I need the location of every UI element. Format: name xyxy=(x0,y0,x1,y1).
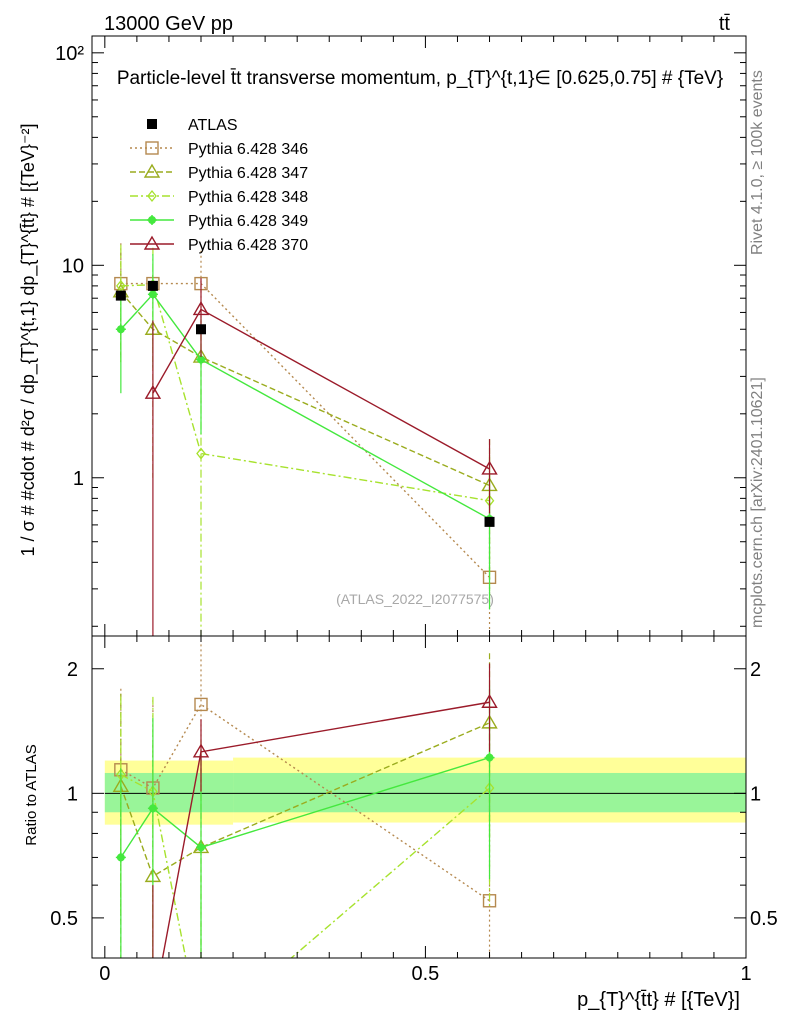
ratio-band-inner-0 xyxy=(104,772,234,813)
plot-title: Particle-level t̄t transverse momentum, … xyxy=(117,68,723,89)
process-label: tt̄ xyxy=(719,13,731,35)
point-main-4-1 xyxy=(144,384,162,399)
point-main-2-2 xyxy=(196,447,206,460)
legend-marker-3 xyxy=(147,215,157,225)
site-label: mcplots.cern.ch [arXiv:2401.10621] xyxy=(749,377,766,628)
main-ytick-label: 10² xyxy=(55,43,84,65)
point-main-3-0 xyxy=(115,324,126,335)
legend-entry-0: Pythia 6.428 346 xyxy=(130,141,308,158)
legend-entry-2: Pythia 6.428 348 xyxy=(130,189,308,206)
atlas-point-0 xyxy=(115,290,126,301)
series-2 xyxy=(116,244,495,958)
point-ratio-4-2 xyxy=(192,743,210,758)
series-line-ratio-1 xyxy=(120,722,490,878)
ratio-ytick-label: 1 xyxy=(67,783,78,805)
atlas-point-2 xyxy=(196,324,206,335)
series-line-ratio-3 xyxy=(120,756,490,858)
xtick-label: 0 xyxy=(99,963,110,985)
point-ratio-3-2 xyxy=(196,842,206,853)
xtick-label: 1 xyxy=(740,963,751,985)
legend-label-0: Pythia 6.428 346 xyxy=(188,141,308,158)
energy-label: 13000 GeV pp xyxy=(104,13,233,35)
ratio-ytick-label: 0.5 xyxy=(50,908,78,930)
point-ratio-0-2 xyxy=(194,697,208,712)
ratio-ylabel: Ratio to ATLAS xyxy=(23,744,40,845)
atlas-point-1 xyxy=(147,280,158,291)
point-main-3-1 xyxy=(147,289,158,300)
point-ratio-3-0 xyxy=(115,852,126,863)
series-line-main-1 xyxy=(120,291,490,487)
legend-marker-atlas xyxy=(147,119,157,129)
main-ytick-label: 1 xyxy=(73,468,84,490)
xlabel: p_{T}^{t̄t} # [{TeV}] xyxy=(577,989,740,1011)
legend-marker-1 xyxy=(143,163,161,178)
legend-label-3: Pythia 6.428 349 xyxy=(188,213,308,230)
point-main-4-2 xyxy=(192,301,210,316)
main-ylabel: 1 / σ # #cdot # d²σ / dp_{T}^{t,1} dp_{T… xyxy=(18,124,39,557)
legend-entry-atlas: ATLAS xyxy=(147,117,238,134)
legend-entry-4: Pythia 6.428 370 xyxy=(130,235,308,254)
ratio-ytick-label-right: 1 xyxy=(750,783,761,805)
legend-label-4: Pythia 6.428 370 xyxy=(188,237,308,254)
main-ytick-label: 10 xyxy=(62,255,84,277)
rivet-label: Rivet 4.1.0, ≥ 100k events xyxy=(749,70,766,255)
legend-entry-3: Pythia 6.428 349 xyxy=(130,213,308,230)
point-ratio-3-3 xyxy=(484,752,495,763)
point-main-4-3 xyxy=(481,460,498,475)
point-ratio-4-3 xyxy=(481,693,498,708)
series-line-ratio-2 xyxy=(120,773,490,958)
series-line-main-2 xyxy=(120,284,490,502)
ratio-ytick-label-right: 0.5 xyxy=(750,908,778,930)
series-line-ratio-0 xyxy=(120,703,490,902)
series-line-main-0 xyxy=(120,282,491,578)
legend-label-2: Pythia 6.428 348 xyxy=(188,189,308,206)
ratio-frame xyxy=(91,635,747,959)
series-4 xyxy=(144,278,498,958)
point-ratio-3-1 xyxy=(147,803,158,814)
watermark: (ATLAS_2022_I2077575) xyxy=(336,591,494,607)
xtick-label: 0.5 xyxy=(412,963,440,985)
atlas-point-3 xyxy=(484,516,495,527)
ratio-ytick-label: 2 xyxy=(67,659,78,681)
series-line-main-3 xyxy=(120,293,490,520)
legend-label-1: Pythia 6.428 347 xyxy=(188,165,308,182)
legend-entry-1: Pythia 6.428 347 xyxy=(130,163,308,182)
legend-marker-0 xyxy=(145,141,159,155)
ratio-ytick-label-right: 2 xyxy=(750,659,761,681)
legend-marker-2 xyxy=(147,189,157,203)
legend-marker-4 xyxy=(143,235,161,250)
legend-label-atlas: ATLAS xyxy=(188,117,238,134)
